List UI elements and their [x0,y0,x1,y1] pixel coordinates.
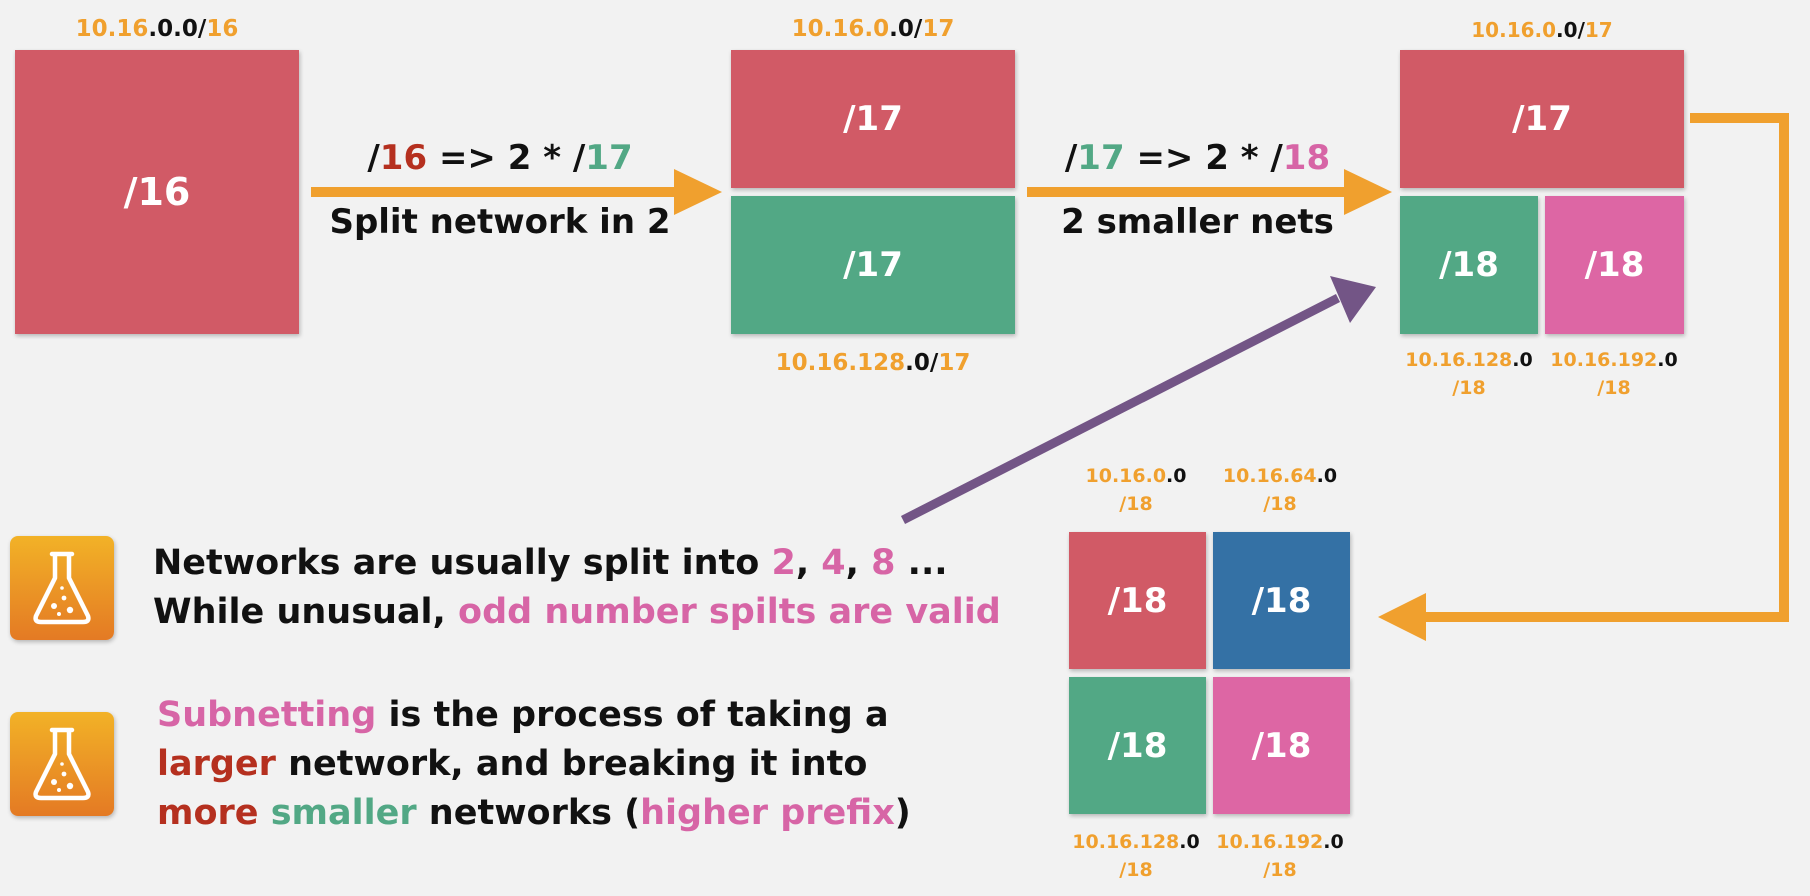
grid-block-top-left: /18 [1069,532,1206,669]
grid-block-bottom-left: /18 [1069,677,1206,814]
stage1-network-label: 10.16.0.0/16 [75,16,239,42]
grid-block-top-right: /18 [1213,532,1350,669]
flask-icon [10,712,114,816]
step2-caption: 2 smaller nets [1061,202,1334,242]
block-slash16: /16 [15,50,299,334]
arrow-elbow-to-grid [1378,113,1789,641]
stage4-bottom-right-label: 10.16.192.0 /18 [1216,831,1344,881]
stage4-top-right-label: 10.16.64.0 /18 [1222,465,1338,515]
note-split-counts: Networks are usually split into 2, 4, 8 … [153,543,1001,632]
stage3-left-label: 10.16.128.0 /18 [1405,349,1533,399]
arrow-split-1 [311,169,722,215]
step1-caption: Split network in 2 [329,202,671,242]
stage3-right-label: 10.16.192.0 /18 [1550,349,1678,399]
stage2-top-label: 10.16.0.0/17 [791,16,955,42]
step1-formula: /16 => 2 * /17 [367,138,633,178]
flask-icon [10,536,114,640]
block-slash18-right: /18 [1545,196,1684,334]
stage4-bottom-left-label: 10.16.128.0 /18 [1072,831,1200,881]
step2-formula: /17 => 2 * /18 [1064,138,1331,178]
note-subnetting-definition: Subnetting is the process of taking a la… [157,695,911,833]
stage2-bottom-label: 10.16.128.0/17 [775,350,971,376]
arrow-split-2 [1027,169,1392,215]
block-slash17-lower: /17 [731,196,1015,334]
block-slash18-left: /18 [1400,196,1538,334]
grid-block-bottom-right: /18 [1213,677,1350,814]
arrow-odd-split-pointer [900,276,1376,525]
block-slash17-kept: /17 [1400,50,1684,188]
stage4-top-left-label: 10.16.0.0 /18 [1085,465,1187,515]
block-slash17-upper: /17 [731,50,1015,188]
stage3-top-label: 10.16.0.0/17 [1471,18,1613,42]
